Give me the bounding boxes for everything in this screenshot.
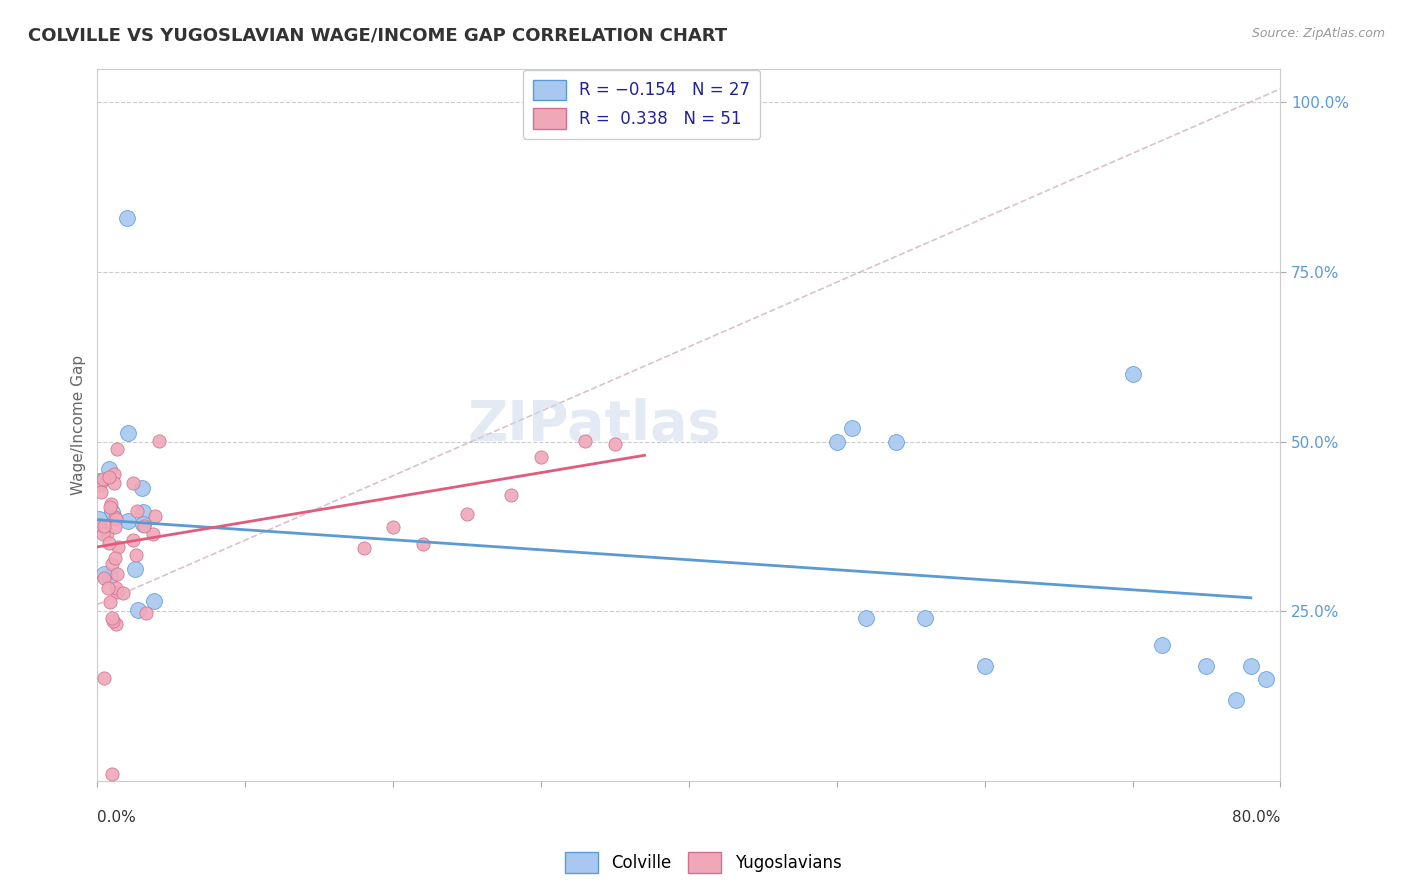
Point [104, 617, 127, 632]
Point [134, 518, 156, 533]
Point [122, 533, 145, 547]
Point [135, 606, 157, 620]
Point [124, 562, 146, 576]
Point [93, 671, 115, 685]
Point [96, 526, 118, 541]
Point [530, 450, 553, 465]
Point [1225, 692, 1247, 706]
Point [855, 611, 877, 625]
Point [105, 581, 128, 595]
Point [143, 508, 166, 523]
Point [93, 518, 115, 533]
Point [382, 520, 405, 534]
Text: COLVILLE VS YUGOSLAVIAN WAGE/INCOME GAP CORRELATION CHART: COLVILLE VS YUGOSLAVIAN WAGE/INCOME GAP … [28, 27, 727, 45]
Point [97, 581, 120, 595]
Point [884, 434, 907, 449]
Point [127, 603, 149, 617]
Point [107, 442, 129, 457]
Text: 80.0%: 80.0% [1232, 810, 1281, 824]
Point [104, 519, 127, 533]
Point [412, 537, 434, 551]
Point [111, 586, 134, 600]
Point [101, 615, 124, 629]
Point [105, 584, 128, 599]
Point [98, 569, 121, 583]
Point [89, 474, 111, 488]
Point [132, 505, 155, 519]
Point [142, 594, 165, 608]
Point [98, 536, 121, 550]
Point [148, 434, 170, 448]
Point [1152, 638, 1174, 652]
Point [104, 550, 127, 565]
Point [501, 488, 523, 502]
Point [603, 437, 626, 451]
Point [973, 658, 995, 673]
Text: Source: ZipAtlas.com: Source: ZipAtlas.com [1251, 27, 1385, 40]
Point [100, 500, 122, 515]
Point [91, 527, 114, 541]
Point [125, 504, 148, 518]
Point [101, 505, 124, 519]
Legend: R = −0.154   N = 27, R =  0.338   N = 51: R = −0.154 N = 27, R = 0.338 N = 51 [523, 70, 761, 139]
Point [841, 421, 863, 435]
Point [97, 462, 120, 476]
Point [124, 548, 146, 562]
Point [117, 514, 139, 528]
Point [93, 571, 115, 585]
Text: ZIPatlas: ZIPatlas [467, 398, 721, 451]
Point [131, 517, 153, 532]
Point [93, 566, 115, 581]
Point [98, 470, 121, 484]
Point [103, 476, 125, 491]
Point [117, 425, 139, 440]
Y-axis label: Wage/Income Gap: Wage/Income Gap [72, 355, 86, 495]
Point [87, 512, 110, 526]
Point [122, 475, 145, 490]
Point [353, 541, 375, 556]
Point [101, 557, 124, 571]
Point [105, 512, 128, 526]
Point [456, 507, 478, 521]
Point [104, 509, 127, 524]
Point [89, 478, 111, 492]
Point [90, 485, 112, 500]
Point [1121, 367, 1143, 381]
Point [91, 472, 114, 486]
Point [115, 211, 138, 225]
Point [914, 611, 936, 625]
Point [103, 467, 125, 482]
Point [131, 481, 153, 495]
Point [98, 595, 121, 609]
Point [105, 566, 128, 581]
Point [1254, 672, 1277, 686]
Point [574, 434, 596, 449]
Point [101, 611, 124, 625]
Point [1195, 658, 1218, 673]
Point [107, 540, 129, 554]
Point [100, 497, 122, 511]
Point [101, 767, 124, 781]
Point [1240, 658, 1263, 673]
Point [142, 527, 165, 541]
Point [89, 517, 111, 532]
Text: 0.0%: 0.0% [97, 810, 136, 824]
Legend: Colville, Yugoslavians: Colville, Yugoslavians [558, 846, 848, 880]
Point [825, 434, 848, 449]
